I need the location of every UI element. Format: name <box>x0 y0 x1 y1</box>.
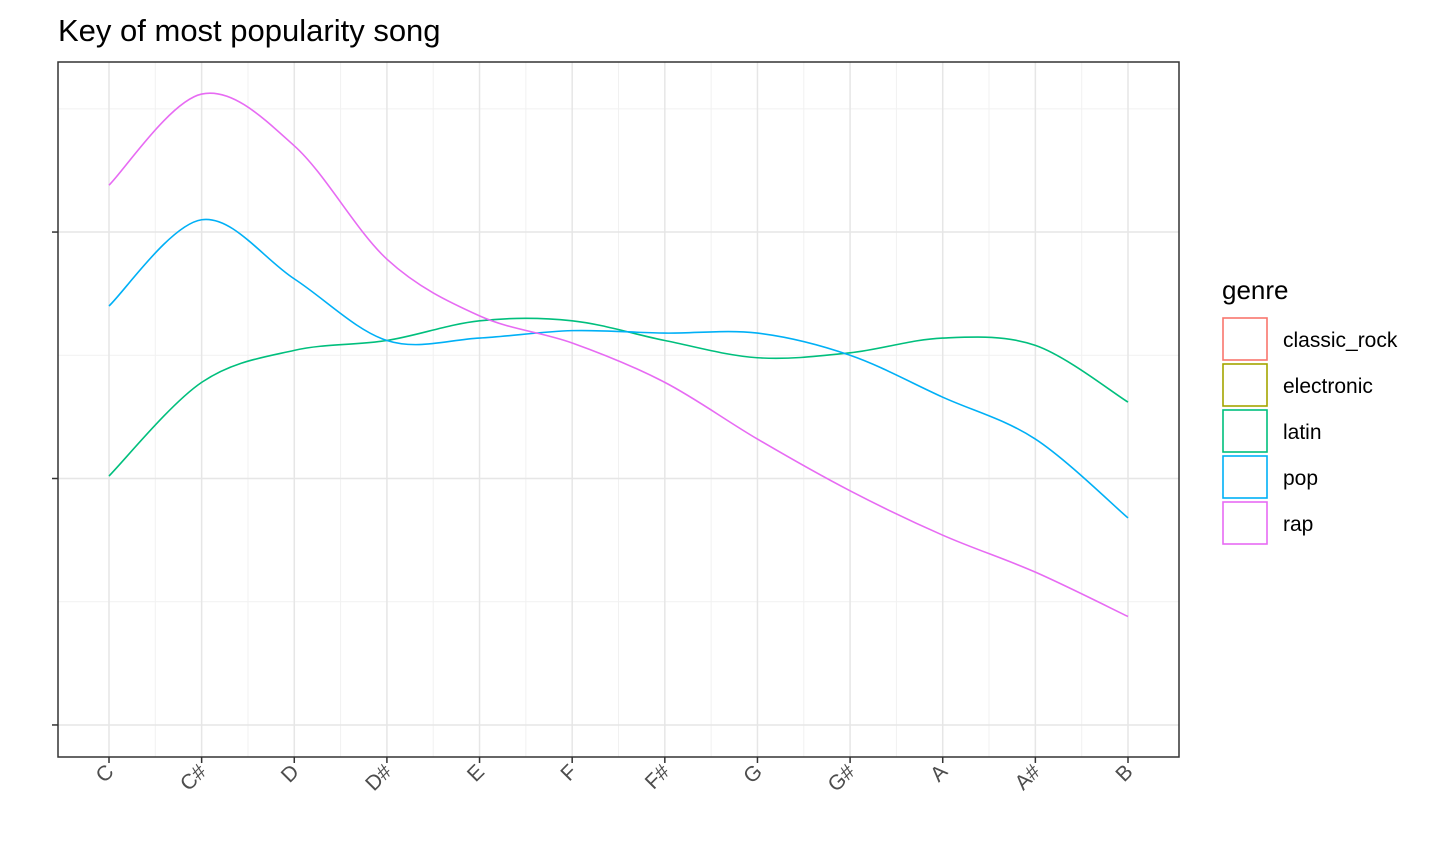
x-tick-label: D <box>277 760 304 787</box>
x-tick-label: A <box>926 760 952 786</box>
x-tick-label: G# <box>824 760 860 796</box>
legend-label: classic_rock <box>1283 329 1398 352</box>
line <box>108 218 1129 519</box>
legend-title: genre <box>1222 275 1289 305</box>
x-tick-label: C <box>92 760 119 787</box>
x-tick-label: C# <box>176 760 211 795</box>
legend-key <box>1222 317 1268 361</box>
legend-key <box>1222 409 1268 453</box>
legend-key <box>1222 363 1268 407</box>
x-tick-label: G <box>739 760 767 788</box>
line <box>108 92 1129 618</box>
legend-label: pop <box>1283 467 1318 490</box>
legend-label: rap <box>1283 513 1313 536</box>
legend-label: latin <box>1283 421 1322 444</box>
x-tick-label: F# <box>641 760 675 794</box>
legend-key <box>1222 501 1268 545</box>
x-tick-label: B <box>1111 760 1137 786</box>
legend-label: electronic <box>1283 375 1373 398</box>
x-tick-label: E <box>463 760 489 786</box>
x-tick-label: D# <box>361 760 396 795</box>
x-tick-label: A# <box>1010 760 1045 795</box>
legend-key <box>1222 455 1268 499</box>
panel-border <box>57 61 1180 758</box>
chart-title: Key of most popularity song <box>58 13 441 48</box>
x-tick-label: F <box>556 760 581 785</box>
line <box>108 317 1129 477</box>
